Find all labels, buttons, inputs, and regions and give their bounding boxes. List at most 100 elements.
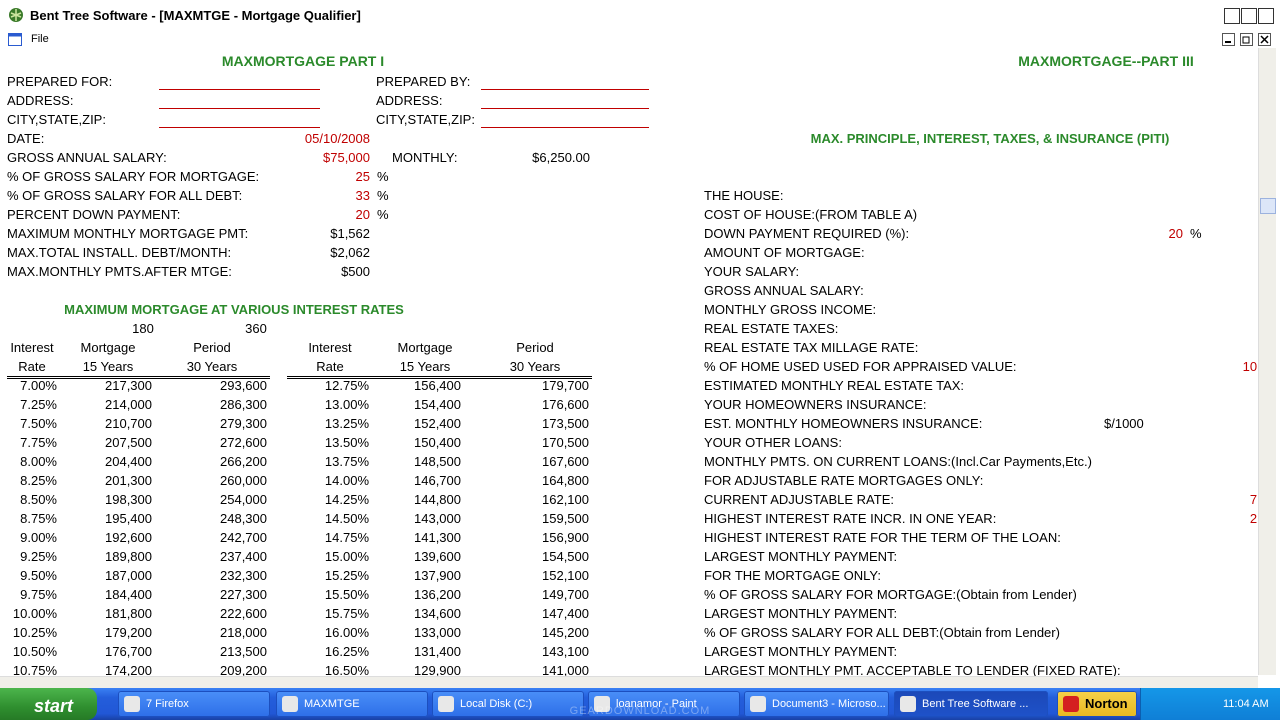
close-button[interactable] bbox=[1258, 8, 1274, 24]
table-cell: 14.75% bbox=[324, 530, 369, 545]
table-cell: 198,300 bbox=[105, 492, 152, 507]
taskbar-label[interactable]: Norton bbox=[1085, 696, 1128, 711]
table-cell: 176,700 bbox=[105, 644, 152, 659]
table-cell: 184,400 bbox=[105, 587, 152, 602]
column-header: Interest bbox=[10, 340, 54, 355]
table-cell: 272,600 bbox=[220, 435, 267, 450]
table-cell: 7.00% bbox=[20, 378, 57, 393]
table-cell: 8.00% bbox=[20, 454, 57, 469]
field-note: $/1000 bbox=[1104, 416, 1144, 431]
table-cell: 16.50% bbox=[324, 663, 369, 676]
table-cell: 143,100 bbox=[542, 644, 589, 659]
clock: 11:04 AM bbox=[1223, 698, 1269, 710]
table-cell: 207,500 bbox=[105, 435, 152, 450]
table-cell: 13.25% bbox=[324, 416, 369, 431]
column-header: Period bbox=[193, 340, 231, 355]
watermark: GEARDOWNLOAD.COM bbox=[569, 705, 711, 717]
field-label: MAXIMUM MONTHLY MORTGAGE PMT: bbox=[7, 226, 249, 241]
table-cell: 15.75% bbox=[324, 606, 369, 621]
table-cell: 237,400 bbox=[220, 549, 267, 564]
column-header: Mortgage bbox=[397, 340, 453, 355]
column-header: Rate bbox=[316, 359, 344, 374]
taskbar-button[interactable]: Document3 - Microso... bbox=[744, 691, 889, 717]
taskbar-label[interactable]: MAXMTGE bbox=[304, 698, 360, 710]
field-label: GROSS ANNUAL SALARY: bbox=[704, 283, 864, 298]
section-title: MAXMORTGAGE--PART III bbox=[1018, 53, 1194, 69]
table-cell: 293,600 bbox=[220, 378, 267, 393]
table-cell: 147,400 bbox=[542, 606, 589, 621]
taskbar-label[interactable]: loanamor - Paint bbox=[616, 698, 697, 710]
table-cell: 16.25% bbox=[324, 644, 369, 659]
taskbar-button[interactable]: Norton bbox=[1057, 691, 1137, 717]
field-unit: % bbox=[1190, 226, 1202, 241]
taskbar-icon bbox=[900, 696, 916, 712]
field-label: LARGEST MONTHLY PMT. ACCEPTABLE TO LENDE… bbox=[704, 663, 1121, 676]
start-button[interactable]: start bbox=[0, 688, 97, 720]
scroll-thumb[interactable] bbox=[1260, 198, 1276, 214]
field-unit: % bbox=[377, 169, 389, 184]
field-value: $1,562 bbox=[330, 226, 370, 241]
maximize-button[interactable] bbox=[1241, 8, 1257, 24]
header-rule bbox=[287, 376, 592, 377]
menu-item[interactable]: File bbox=[31, 33, 49, 45]
child-window-buttons[interactable] bbox=[1222, 33, 1274, 46]
field-value: 20 bbox=[355, 207, 370, 222]
table-cell: 7.75% bbox=[20, 435, 57, 450]
field-value: $2,062 bbox=[330, 245, 370, 260]
taskbar-icon bbox=[1063, 696, 1079, 712]
field-label: HIGHEST INTEREST RATE INCR. IN ONE YEAR: bbox=[704, 511, 997, 526]
table-cell: 227,300 bbox=[220, 587, 267, 602]
field-unit: % bbox=[377, 207, 389, 222]
table-cell: 10.00% bbox=[12, 606, 57, 621]
field-label: REAL ESTATE TAX MILLAGE RATE: bbox=[704, 340, 919, 355]
field-value: 10 bbox=[1242, 359, 1258, 374]
taskbar-button[interactable]: 7 Firefox bbox=[118, 691, 270, 717]
taskbar-label[interactable]: Bent Tree Software ... bbox=[922, 698, 1029, 710]
taskbar-button[interactable]: Bent Tree Software ... bbox=[894, 691, 1048, 717]
horizontal-scrollbar[interactable] bbox=[0, 676, 1258, 689]
vertical-scrollbar[interactable] bbox=[1258, 48, 1276, 675]
taskbar-label[interactable]: 7 Firefox bbox=[146, 698, 189, 710]
field-label: CITY,STATE,ZIP: bbox=[376, 112, 475, 127]
table-cell: 9.00% bbox=[20, 530, 57, 545]
taskbar-button[interactable]: loanamor - Paint bbox=[588, 691, 740, 717]
table-cell: 174,200 bbox=[105, 663, 152, 676]
taskbar-button[interactable]: Local Disk (C:) bbox=[432, 691, 584, 717]
table-cell: 266,200 bbox=[220, 454, 267, 469]
table-cell: 13.50% bbox=[324, 435, 369, 450]
column-header: Mortgage bbox=[80, 340, 136, 355]
table-cell: 167,600 bbox=[542, 454, 589, 469]
field-value: 2.0 bbox=[1249, 511, 1258, 526]
table-cell: 213,500 bbox=[220, 644, 267, 659]
column-header: 15 Years bbox=[82, 359, 134, 374]
minimize-button[interactable] bbox=[1224, 8, 1240, 24]
header-rule bbox=[7, 378, 270, 379]
table-cell: 8.50% bbox=[20, 492, 57, 507]
table-cell: 10.50% bbox=[12, 644, 57, 659]
column-header: 30 Years bbox=[509, 359, 561, 374]
taskbar-icon bbox=[594, 696, 610, 712]
table-cell: 150,400 bbox=[414, 435, 461, 450]
field-label: % OF GROSS SALARY FOR ALL DEBT: bbox=[7, 188, 243, 203]
field-label: FOR THE MORTGAGE ONLY: bbox=[704, 568, 881, 583]
window-title: Bent Tree Software - [MAXMTGE - Mortgage… bbox=[30, 8, 361, 23]
table-cell: 148,500 bbox=[414, 454, 461, 469]
taskbar-label[interactable]: Document3 - Microso... bbox=[772, 698, 886, 710]
start-label[interactable]: start bbox=[34, 696, 74, 716]
table-cell: 136,200 bbox=[414, 587, 461, 602]
field-label: PREPARED FOR: bbox=[7, 74, 113, 89]
table-cell: 164,800 bbox=[542, 473, 589, 488]
table-cell: 179,700 bbox=[542, 378, 589, 393]
table-cell: 9.75% bbox=[20, 587, 57, 602]
input-line bbox=[481, 89, 649, 90]
taskbar-button[interactable]: MAXMTGE bbox=[276, 691, 428, 717]
field-label: HIGHEST INTEREST RATE FOR THE TERM OF TH… bbox=[704, 530, 1061, 545]
doc-icon bbox=[8, 33, 22, 46]
field-label: PERCENT DOWN PAYMENT: bbox=[7, 207, 181, 222]
input-line bbox=[481, 108, 649, 109]
table-cell: 133,000 bbox=[414, 625, 461, 640]
field-value: 05/10/2008 bbox=[304, 131, 370, 146]
taskbar-label[interactable]: Local Disk (C:) bbox=[460, 698, 533, 710]
table-cell: 187,000 bbox=[105, 568, 152, 583]
